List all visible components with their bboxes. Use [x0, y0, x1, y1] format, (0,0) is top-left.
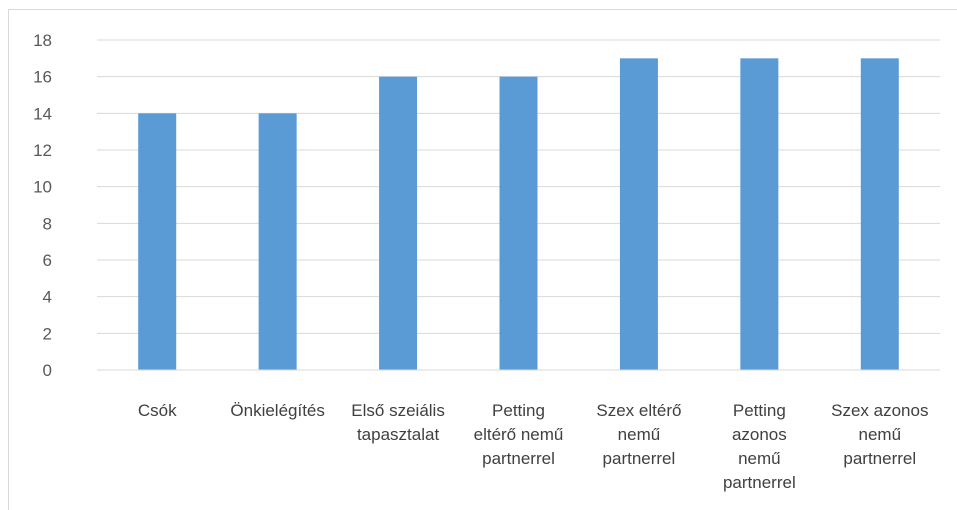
x-axis-labels: Csók Önkielégítés Első szeiális tapasztalat…	[138, 401, 929, 492]
bar	[138, 113, 177, 370]
y-tick-label: 4	[43, 288, 52, 307]
x-category-label-line: partnerrel	[723, 473, 796, 492]
x-category-label-line: Szex eltérő	[596, 401, 681, 420]
y-tick-label: 6	[43, 251, 52, 270]
bar	[740, 58, 779, 370]
x-category-label-line: azonos	[732, 425, 787, 444]
y-tick-label: 14	[33, 104, 52, 123]
x-category-label-line: partnerrel	[843, 449, 916, 468]
bar	[379, 76, 418, 371]
y-tick-label: 12	[33, 141, 52, 160]
x-category-label-line: eltérő nemű	[474, 425, 564, 444]
y-tick-label: 16	[33, 68, 52, 87]
bar	[258, 113, 297, 370]
chart-border-left	[8, 9, 9, 510]
y-axis-ticks: 0 2 4 6 8 10 12 14 16 18	[33, 31, 52, 380]
x-category-label-line: Petting	[492, 401, 545, 420]
x-category-label: Petting eltérő nemű partnerrel	[474, 401, 564, 468]
x-category-label: Petting azonos nemű partnerrel	[723, 401, 796, 492]
x-category-label-line: Első szeiális	[351, 401, 445, 420]
x-category-label: Szex eltérő nemű partnerrel	[596, 401, 681, 468]
x-category-label: Csók	[138, 401, 177, 420]
y-tick-label: 10	[33, 178, 52, 197]
x-category-label-line: Petting	[733, 401, 786, 420]
bar	[619, 58, 658, 370]
bar	[860, 58, 899, 370]
x-category-label-line: tapasztalat	[357, 425, 439, 444]
y-tick-label: 0	[43, 361, 52, 380]
x-category-label-line: partnerrel	[482, 449, 555, 468]
x-category-label-line: nemű	[859, 425, 902, 444]
y-tick-label: 2	[43, 324, 52, 343]
x-category-label-line: Szex azonos	[831, 401, 928, 420]
x-category-label: Első szeiális tapasztalat	[351, 401, 445, 444]
x-category-label: Önkielégítés	[230, 401, 325, 420]
x-category-label-line: nemű	[618, 425, 661, 444]
bar	[499, 76, 538, 371]
x-category-label: Szex azonos nemű partnerrel	[831, 401, 928, 468]
x-category-label-line: partnerrel	[603, 449, 676, 468]
y-tick-label: 8	[43, 214, 52, 233]
x-category-label-line: Önkielégítés	[230, 401, 325, 420]
y-tick-label: 18	[33, 31, 52, 50]
x-category-label-line: Csók	[138, 401, 177, 420]
bars	[138, 58, 899, 371]
x-category-label-line: nemű	[738, 449, 781, 468]
chart-border-top	[8, 9, 957, 10]
